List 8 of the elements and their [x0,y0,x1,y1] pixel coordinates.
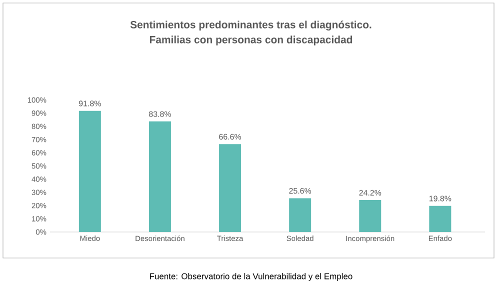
bar [78,110,101,232]
bar [148,121,171,232]
chart-title: Sentimientos predominantes tras el diagnóstico. Familias con personas con discapacidad [130,20,372,46]
source-note: Fuente: Observatorio de la Vulnerabilidad y el Empleo [150,273,352,281]
bar [429,206,452,232]
bar [289,198,312,232]
bar [359,200,382,232]
bar [219,144,242,232]
